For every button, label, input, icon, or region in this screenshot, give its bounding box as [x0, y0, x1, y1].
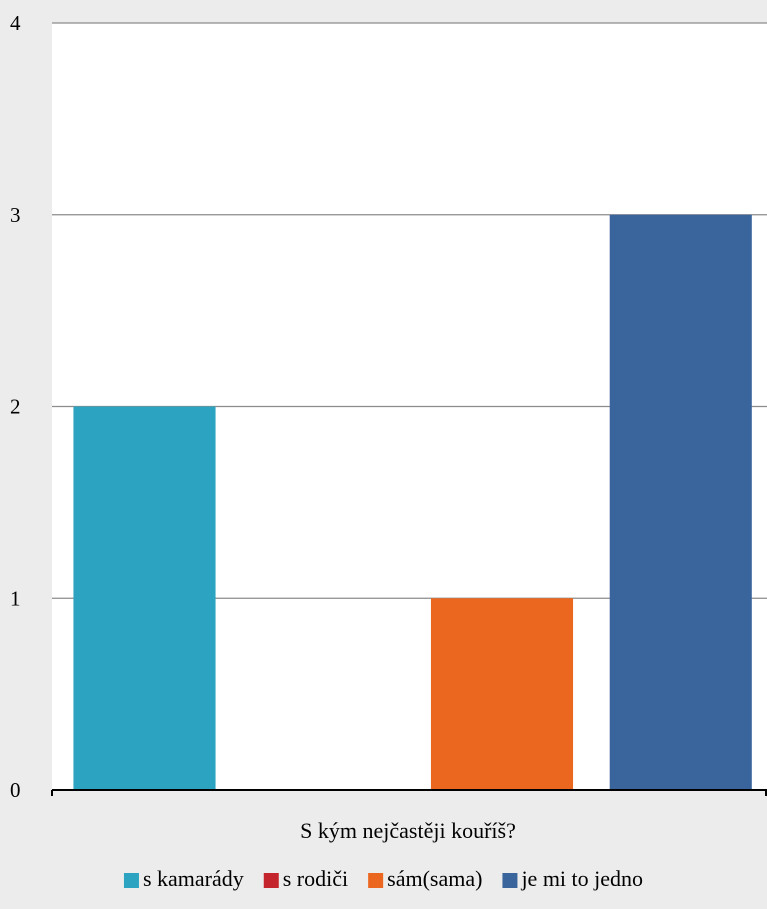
legend-swatch: [263, 873, 279, 888]
y-tick-label: 2: [10, 395, 21, 419]
bars: [73, 214, 752, 790]
y-tick-labels: 0 1 2 3 4: [10, 11, 21, 802]
y-tick-label: 1: [10, 586, 21, 610]
legend-item: s rodiči: [263, 866, 348, 891]
legend-label: je mi to jedno: [520, 866, 643, 891]
y-tick-label: 4: [10, 11, 21, 35]
legend-swatch: [368, 873, 384, 888]
legend-label: s rodiči: [283, 866, 348, 891]
bar-4: [609, 214, 752, 790]
y-tick-label: 3: [10, 203, 21, 227]
axes: [51, 789, 767, 796]
legend: s kamarády s rodiči sám(sama) je mi to jedn…: [123, 866, 643, 891]
legend-swatch: [502, 873, 518, 888]
legend-item: je mi to jedno: [502, 866, 643, 891]
legend-item: s kamarády: [123, 866, 244, 891]
legend-item: sám(sama): [368, 866, 482, 891]
x-axis-title: S kým nejčastěji kouříš?: [300, 818, 516, 843]
bar-3: [430, 598, 574, 790]
legend-swatch: [123, 873, 139, 888]
legend-label: sám(sama): [387, 866, 482, 891]
y-tick-label: 0: [10, 778, 21, 802]
bar-1: [73, 406, 216, 790]
legend-label: s kamarády: [143, 866, 244, 891]
